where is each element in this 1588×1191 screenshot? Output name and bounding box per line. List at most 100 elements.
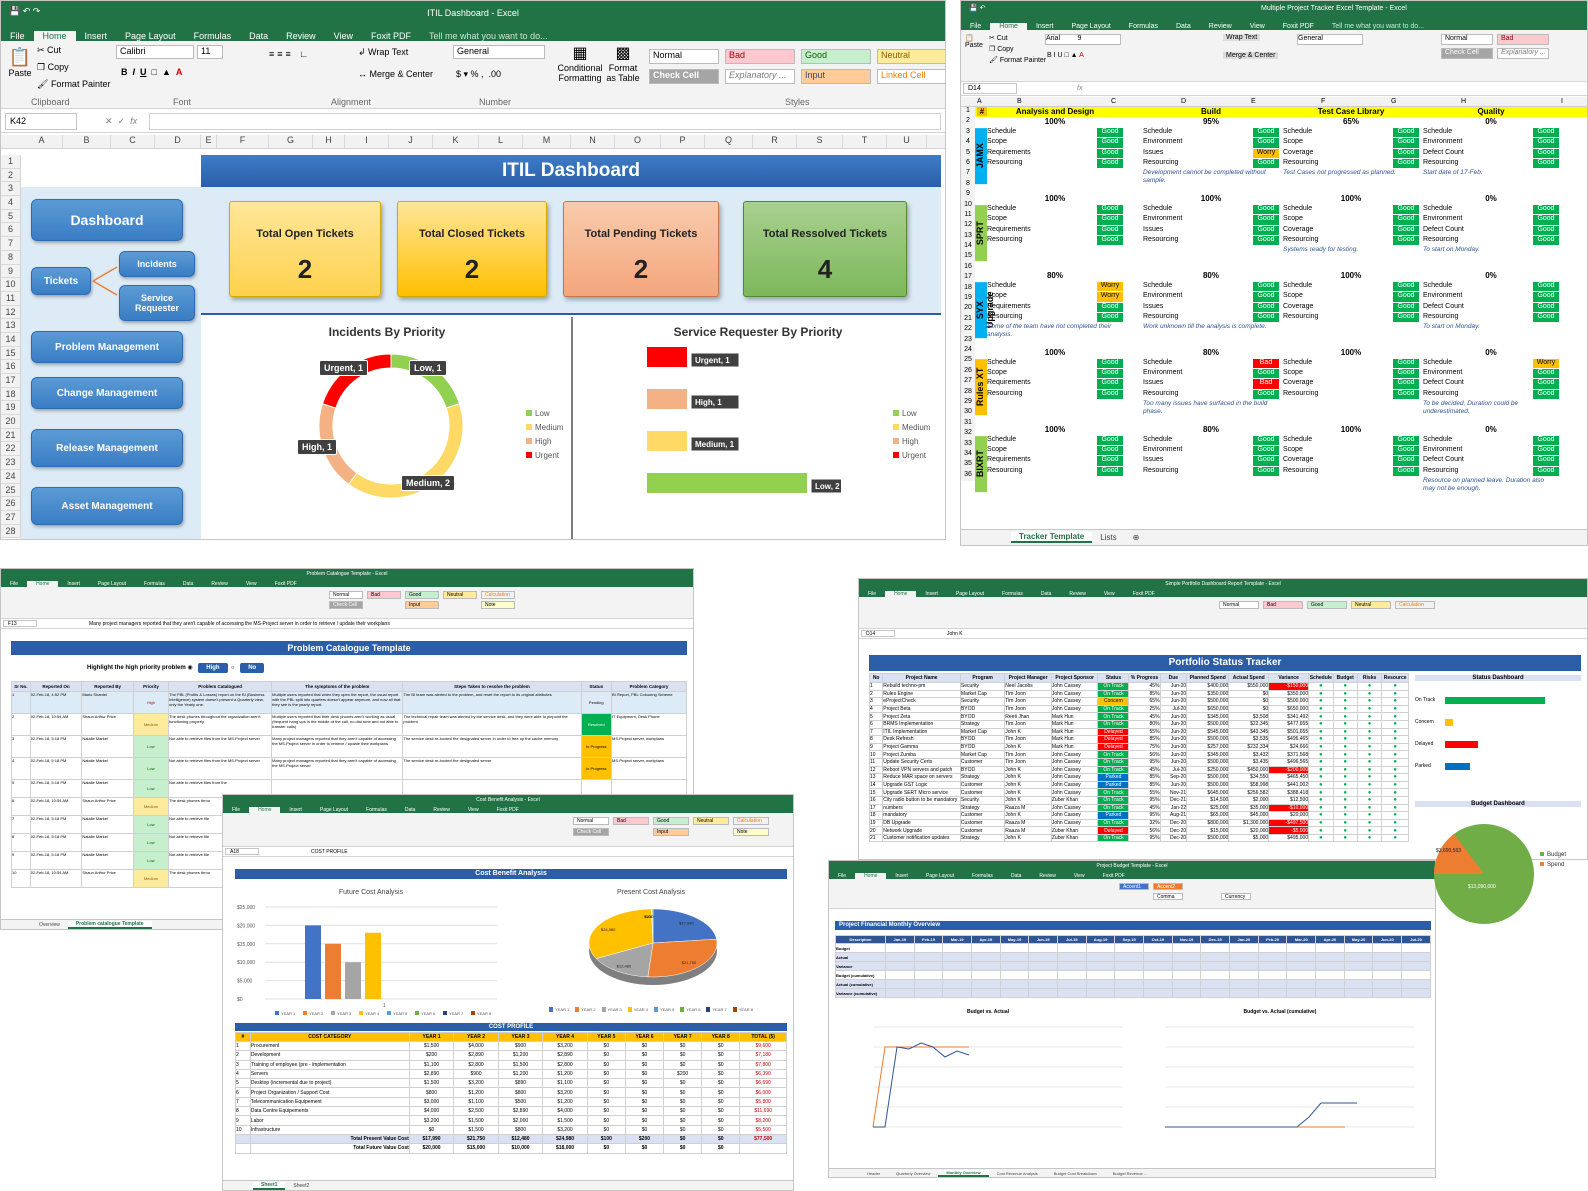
style-note[interactable]: Note bbox=[481, 601, 515, 609]
style-check-cell[interactable]: Check Cell bbox=[1441, 48, 1493, 59]
style-input[interactable]: Input bbox=[653, 828, 689, 836]
style-neutral[interactable]: Neutral bbox=[877, 49, 945, 64]
save-icon[interactable]: 💾 ↶ ↷ bbox=[9, 6, 41, 16]
style-explanatory[interactable]: Explanatory ... bbox=[1497, 48, 1549, 59]
nav-incidents-button[interactable]: Incidents bbox=[119, 251, 195, 277]
style-good[interactable]: Good bbox=[405, 591, 439, 599]
nav-problem-button[interactable]: Problem Management bbox=[31, 331, 183, 363]
tab-file[interactable]: File bbox=[970, 23, 982, 30]
style-explanatory[interactable]: Explanatory ... bbox=[725, 69, 795, 84]
cut-button[interactable]: ✂ Cut bbox=[37, 45, 62, 55]
add-sheet-icon[interactable]: ⊕ bbox=[1132, 533, 1140, 542]
sheet-tab[interactable]: Budget Cost Breakdown bbox=[1053, 1170, 1097, 1176]
style-neutral[interactable]: Neutral bbox=[1351, 601, 1391, 609]
tab-review[interactable]: Review bbox=[1208, 23, 1232, 30]
font-name-select[interactable]: Calibri bbox=[116, 45, 194, 59]
style-bad[interactable]: Bad bbox=[1263, 601, 1303, 609]
sheet-tab[interactable]: Cost Revenue Analysis bbox=[996, 1170, 1038, 1176]
tab-home[interactable]: Home bbox=[990, 23, 1027, 30]
nav-dashboard-button[interactable]: Dashboard bbox=[31, 199, 183, 241]
style-neutral[interactable]: Neutral bbox=[693, 817, 729, 825]
style-input[interactable]: Input bbox=[405, 601, 439, 609]
name-box[interactable]: K42 bbox=[5, 113, 77, 130]
name-box[interactable]: D14 bbox=[963, 83, 1017, 94]
paste-button[interactable]: 📋 Paste bbox=[965, 35, 983, 49]
formula-input[interactable] bbox=[149, 113, 941, 130]
nav-service-requester-button[interactable]: Service Requester bbox=[119, 285, 195, 321]
style-accent2[interactable]: Accent2 bbox=[1153, 883, 1183, 890]
sheet-tab-tracker[interactable]: Tracker Template bbox=[1011, 532, 1093, 543]
style-normal[interactable]: Normal bbox=[1441, 34, 1493, 45]
high-button[interactable]: High bbox=[198, 663, 228, 673]
merge-center-button[interactable]: ↔ Merge & Center bbox=[358, 69, 434, 79]
style-normal[interactable]: Normal bbox=[1219, 601, 1259, 609]
tab-page-layout[interactable]: Page Layout bbox=[1071, 23, 1111, 30]
tab-file[interactable]: File bbox=[10, 31, 25, 41]
sheet-tab-overview[interactable]: Overview bbox=[39, 921, 60, 928]
style-normal[interactable]: Normal bbox=[329, 591, 363, 599]
tab-page-layout[interactable]: Page Layout bbox=[125, 31, 176, 41]
clipboard-buttons[interactable]: ✂ Cut ❐ Copy 🖌 Format Painter bbox=[989, 35, 1047, 64]
number-format-select[interactable]: General bbox=[453, 45, 545, 59]
style-good[interactable]: Good bbox=[801, 49, 871, 64]
tab-formulas[interactable]: Formulas bbox=[193, 31, 232, 41]
format-table-button[interactable]: ▩ Format as Table bbox=[606, 45, 640, 83]
font-size-select[interactable]: 11 bbox=[197, 45, 223, 59]
sheet-tab[interactable]: Monthly Overview bbox=[938, 1169, 989, 1177]
style-neutral[interactable]: Neutral bbox=[443, 591, 477, 599]
nav-change-button[interactable]: Change Management bbox=[31, 377, 183, 409]
tab-foxit-pdf[interactable]: Foxit PDF bbox=[1282, 23, 1314, 30]
nav-tickets-button[interactable]: Tickets bbox=[31, 267, 91, 295]
sheet-tab-problem[interactable]: Problem catalogue Template bbox=[67, 920, 152, 929]
style-calculation[interactable]: Calculation bbox=[1395, 601, 1435, 609]
wrap-text-button[interactable]: ↲ Wrap Text bbox=[358, 47, 409, 57]
tab-data[interactable]: Data bbox=[1175, 23, 1191, 30]
style-note[interactable]: Note bbox=[733, 828, 769, 836]
font-buttons[interactable]: B I U □ ▲ A bbox=[1047, 52, 1084, 59]
style-linked-cell[interactable]: Linked Cell bbox=[877, 69, 945, 84]
sheet-tab-2[interactable]: Sheet2 bbox=[293, 1182, 310, 1189]
save-icon[interactable]: 💾 ↶ bbox=[969, 5, 986, 12]
style-check[interactable]: Check Cell bbox=[329, 601, 363, 609]
name-box[interactable]: F13 bbox=[3, 619, 37, 628]
style-good[interactable]: Good bbox=[1307, 601, 1347, 609]
style-normal[interactable]: Normal bbox=[573, 817, 609, 825]
sheet-tab[interactable]: Budget Revenue ... bbox=[1112, 1170, 1148, 1176]
tell-me-search[interactable]: Tell me what you want to do... bbox=[429, 31, 548, 41]
tab-insert[interactable]: Insert bbox=[84, 31, 108, 41]
style-currency[interactable]: Currency bbox=[1221, 893, 1251, 900]
number-select[interactable]: General bbox=[1297, 34, 1363, 45]
no-button[interactable]: No bbox=[240, 663, 265, 673]
style-bad[interactable]: Bad bbox=[1497, 34, 1549, 45]
tab-view[interactable]: View bbox=[1249, 23, 1265, 30]
merge-button[interactable]: Merge & Center bbox=[1223, 52, 1279, 59]
style-bad[interactable]: Bad bbox=[367, 591, 401, 599]
name-box[interactable]: D14 bbox=[861, 629, 895, 638]
tab-foxit-pdf[interactable]: Foxit PDF bbox=[371, 31, 412, 41]
tab-home[interactable]: Home bbox=[33, 31, 76, 41]
number-buttons[interactable]: $ ▾ % , .00 bbox=[456, 69, 502, 79]
conditional-formatting-button[interactable]: ▦ Conditional Formatting bbox=[557, 45, 603, 83]
tab-data[interactable]: Data bbox=[249, 31, 269, 41]
tab-view[interactable]: View bbox=[333, 31, 353, 41]
style-input[interactable]: Input bbox=[801, 69, 871, 84]
style-calculation[interactable]: Calculation bbox=[481, 591, 515, 599]
style-accent[interactable]: Accent1 bbox=[1119, 883, 1149, 890]
format-painter-button[interactable]: 🖌 Format Painter bbox=[37, 79, 111, 89]
nav-release-button[interactable]: Release Management bbox=[31, 429, 183, 467]
font-select[interactable]: Arial 9 bbox=[1045, 34, 1121, 45]
style-normal[interactable]: Normal bbox=[649, 49, 719, 64]
style-bad[interactable]: Bad bbox=[725, 49, 795, 64]
tab-insert[interactable]: Insert bbox=[1035, 23, 1054, 30]
style-bad[interactable]: Bad bbox=[613, 817, 649, 825]
style-calculation[interactable]: Calculation bbox=[733, 817, 769, 825]
sheet-tab[interactable]: Quarterly Overview bbox=[896, 1170, 931, 1176]
tell-me-search[interactable]: Tell me what you want to do... bbox=[1331, 23, 1425, 30]
paste-button[interactable]: 📋 Paste bbox=[8, 47, 32, 78]
nav-asset-button[interactable]: Asset Management bbox=[31, 487, 183, 525]
style-comma[interactable]: Comma bbox=[1153, 893, 1183, 900]
style-check[interactable]: Check Cell bbox=[573, 828, 609, 836]
sheet-tab[interactable]: Header bbox=[867, 1170, 881, 1176]
align-buttons[interactable]: ≡≡≡ ∟ bbox=[269, 49, 312, 59]
tab-review[interactable]: Review bbox=[286, 31, 316, 41]
